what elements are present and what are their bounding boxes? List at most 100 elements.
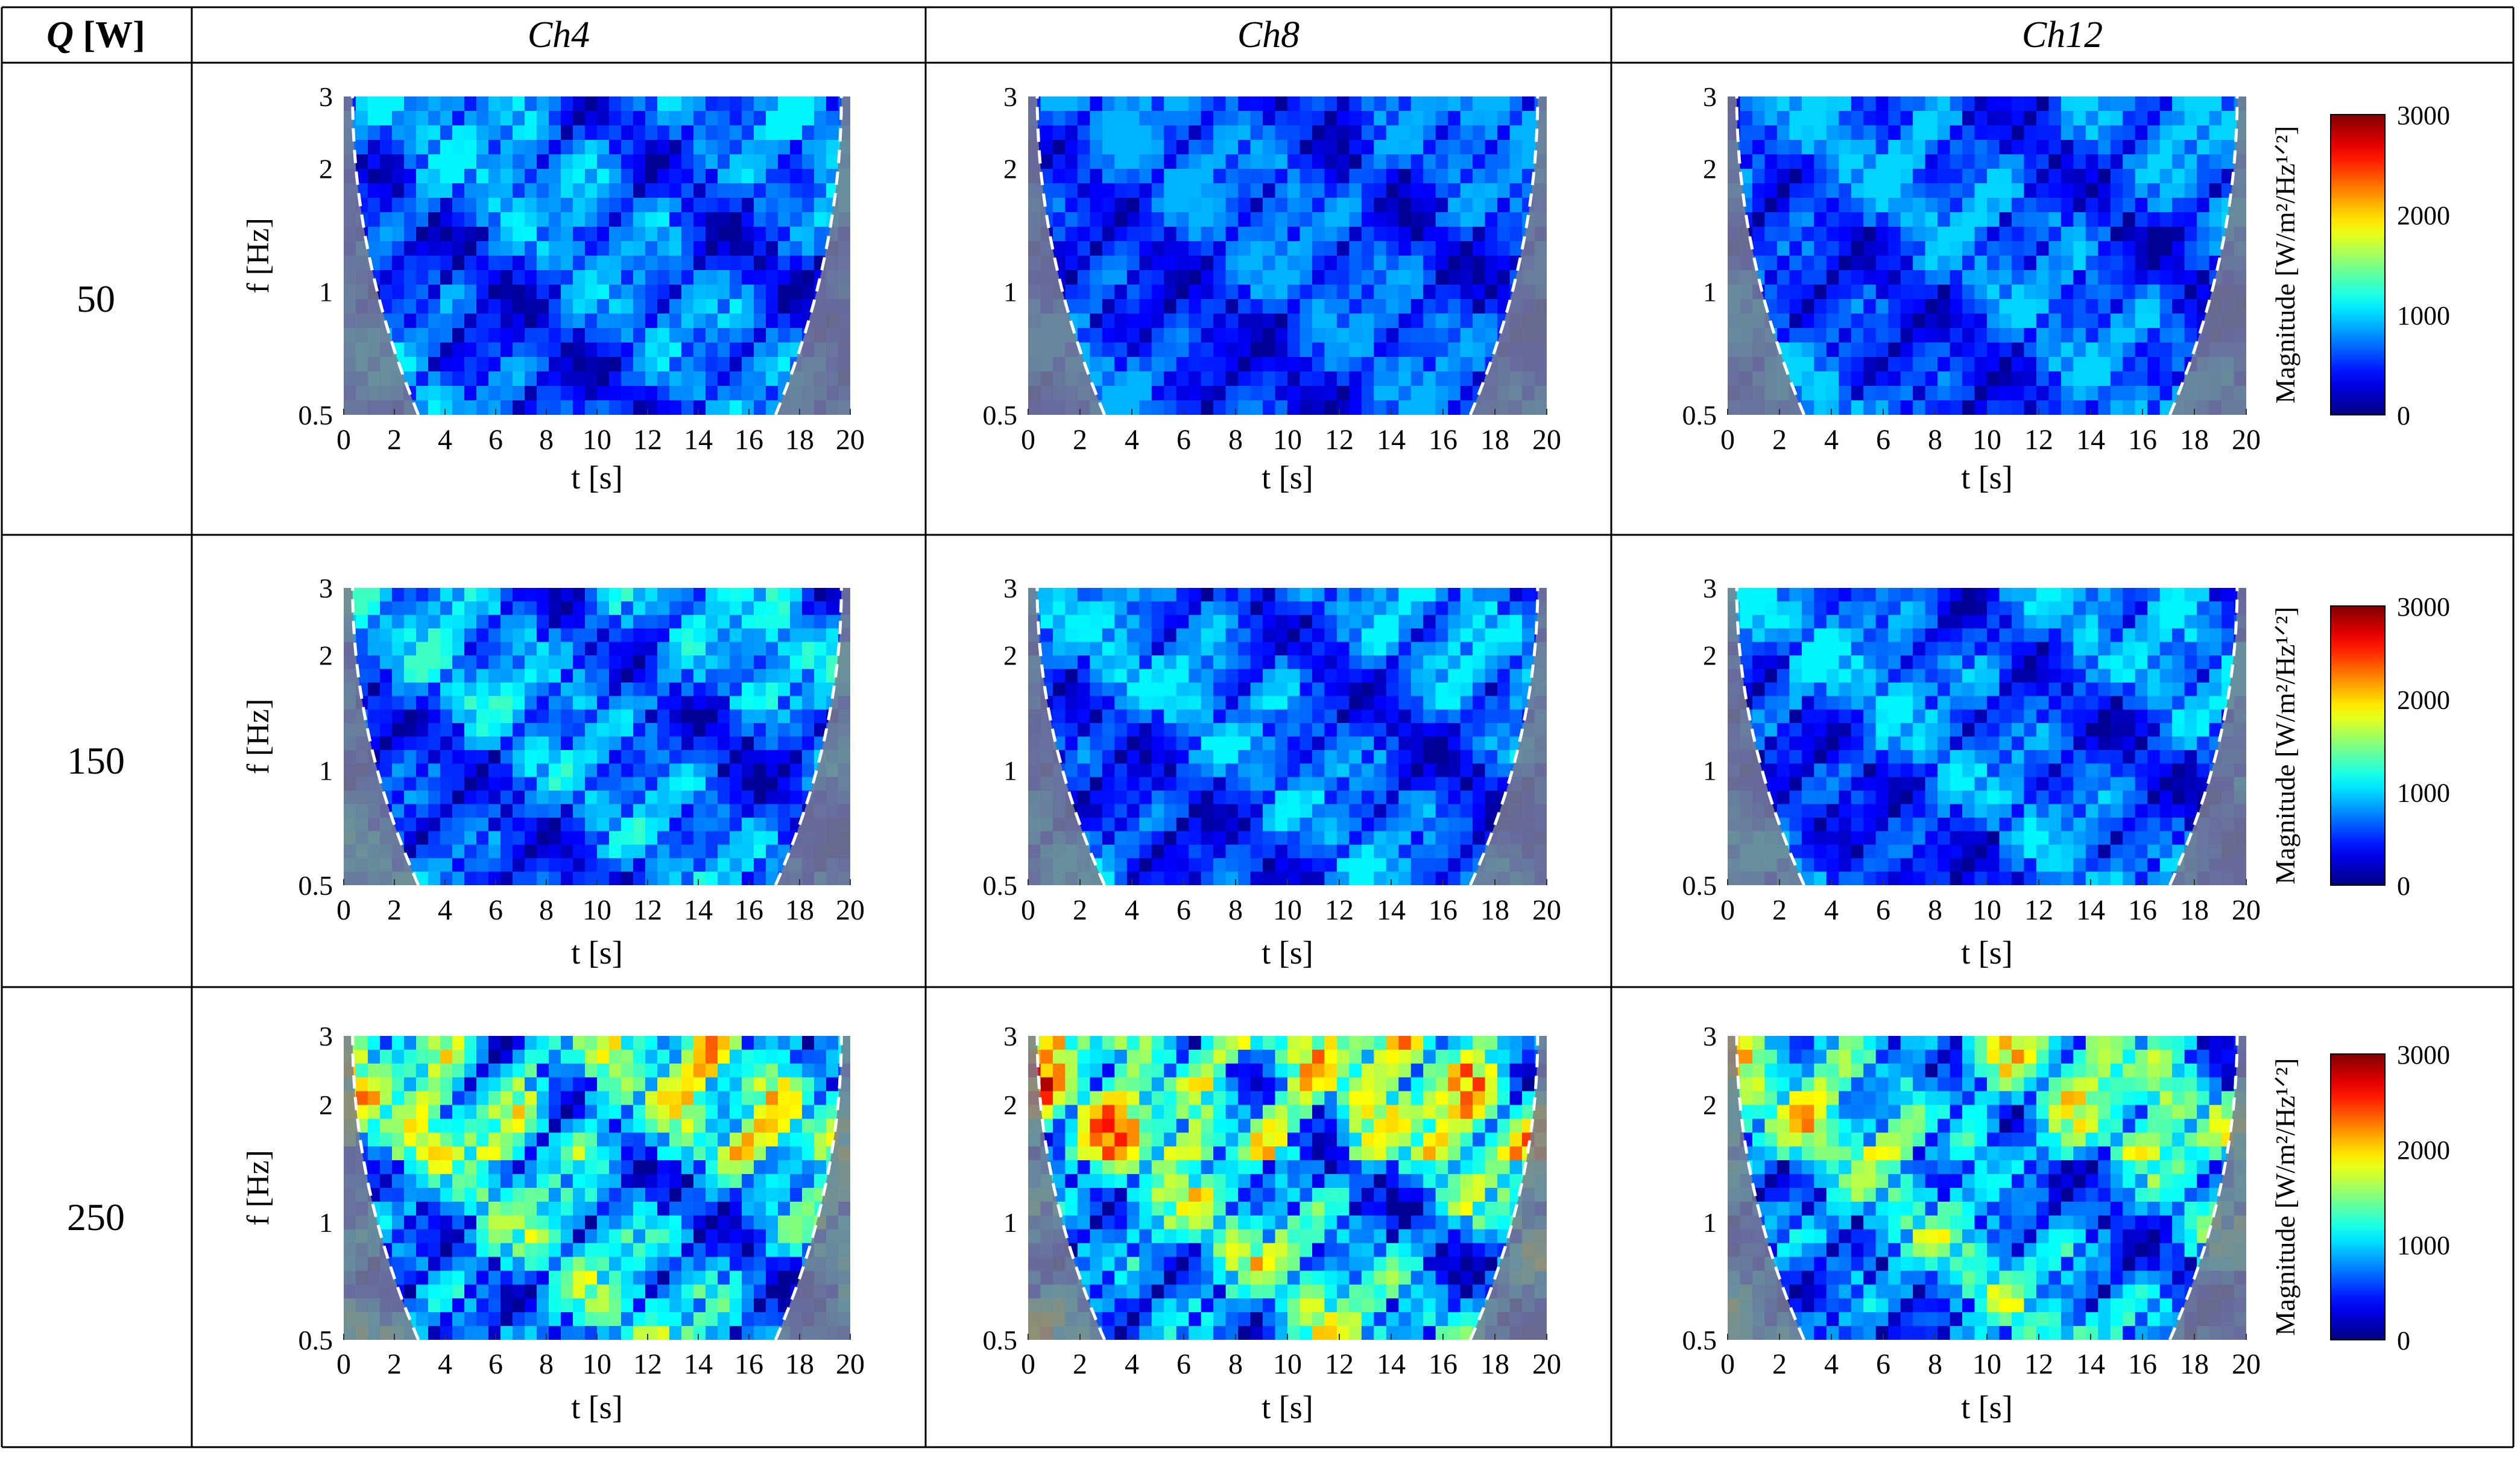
heatmap-cell: [1287, 777, 1301, 792]
heatmap-cell: [416, 125, 429, 140]
heatmap-cell: [1398, 858, 1412, 873]
heatmap-cell: [1801, 342, 1815, 358]
heatmap-cell: [501, 400, 513, 415]
heatmap-cell: [669, 371, 682, 387]
heatmap-cell: [1090, 669, 1103, 683]
heatmap-cell: [645, 154, 658, 169]
heatmap-cell: [452, 256, 465, 271]
heatmap-cell: [1789, 111, 1802, 126]
heatmap-cell: [380, 642, 393, 656]
heatmap-cell: [476, 750, 489, 765]
heatmap-cell: [501, 314, 513, 329]
heatmap-cell: [1250, 96, 1264, 112]
heatmap-cell: [549, 314, 561, 329]
heatmap-cell: [2172, 140, 2185, 155]
heatmap-cell: [2024, 299, 2037, 314]
heatmap-cell: [766, 328, 778, 343]
heatmap-cell: [561, 183, 573, 198]
heatmap-cell: [2073, 285, 2086, 300]
heatmap-cell: [1164, 285, 1177, 300]
heatmap-cell: [1077, 669, 1091, 683]
heatmap-cell: [1151, 844, 1165, 859]
heatmap-cell: [693, 628, 706, 643]
heatmap-cell: [1065, 125, 1078, 140]
heatmap-cell: [1189, 614, 1202, 630]
heatmap-cell: [1126, 227, 1140, 242]
heatmap-cell: [1151, 601, 1165, 616]
heatmap-cell: [1448, 386, 1461, 401]
heatmap-cell: [573, 270, 586, 285]
heatmap-cell: [1764, 614, 1778, 630]
heatmap-cell: [1776, 588, 1790, 602]
heatmap-cell: [1324, 270, 1337, 285]
heatmap-cell: [476, 270, 489, 285]
heatmap-cell: [1925, 371, 1939, 387]
heatmap-cell: [1448, 212, 1461, 227]
heatmap-cell: [1176, 96, 1190, 112]
heatmap-cell: [766, 125, 778, 140]
heatmap-cell: [1875, 111, 1889, 126]
heatmap-cell: [1888, 371, 1901, 387]
heatmap-cell: [1386, 299, 1400, 314]
heatmap-cell: [1361, 169, 1375, 184]
heatmap-cell: [1164, 357, 1177, 372]
heatmap-cell: [1937, 386, 1951, 401]
heatmap-cell: [2147, 125, 2161, 140]
heatmap-cell: [488, 154, 501, 169]
heatmap-cell: [1374, 299, 1387, 314]
heatmap-cell: [1053, 682, 1066, 697]
heatmap-cell: [621, 111, 634, 126]
heatmap-cell: [742, 871, 754, 885]
heatmap-cell: [1114, 125, 1128, 140]
heatmap-cell: [1937, 198, 1951, 213]
heatmap-cell: [2147, 386, 2161, 401]
heatmap-cell: [1962, 614, 1975, 630]
colorbar-label: Magnitude [W/m²/Hz¹ᐟ²]: [2270, 126, 2301, 404]
heatmap-cell: [452, 227, 465, 242]
table-grid-lines: [1, 6, 2515, 1448]
heatmap-cell: [1164, 791, 1177, 805]
heatmap-cell: [476, 125, 489, 140]
heatmap-cell: [380, 601, 393, 616]
heatmap-cell: [2123, 285, 2136, 300]
heatmap-cell: [1863, 299, 1877, 314]
heatmap-cell: [742, 763, 754, 778]
heatmap-cell: [1752, 628, 1766, 643]
heatmap-cell: [609, 111, 622, 126]
heatmap-cell: [645, 628, 658, 643]
heatmap-cell: [513, 270, 525, 285]
heatmap-cell: [476, 614, 489, 630]
heatmap-cell: [633, 386, 646, 401]
heatmap-cell: [1250, 371, 1264, 387]
heatmap-cell: [1336, 642, 1350, 656]
heatmap-cell: [1826, 642, 1840, 656]
heatmap-cell: [1740, 96, 1753, 112]
heatmap-cell: [1423, 844, 1436, 859]
heatmap-cell: [1497, 96, 1511, 112]
heatmap-cell: [754, 871, 766, 885]
heatmap-cell: [2085, 299, 2099, 314]
heatmap-cell: [1522, 96, 1535, 112]
heatmap-cell: [476, 871, 489, 885]
heatmap-cell: [1361, 844, 1375, 859]
heatmap-cell: [2085, 342, 2099, 358]
heatmap-cell: [706, 140, 718, 155]
heatmap-cell: [416, 342, 429, 358]
heatmap-cell: [2048, 111, 2062, 126]
heatmap-cell: [501, 169, 513, 184]
heatmap-cell: [1410, 183, 1424, 198]
heatmap-cell: [2159, 169, 2173, 184]
heatmap-cell: [1361, 386, 1375, 401]
heatmap-cell: [476, 241, 489, 256]
heatmap-cell: [440, 818, 453, 832]
heatmap-cell: [1448, 328, 1461, 343]
x-tick-label: 4: [1824, 424, 1839, 456]
heatmap-cell: [1485, 655, 1498, 670]
heatmap-cell: [392, 628, 405, 643]
heatmap-cell: [1299, 400, 1313, 415]
heatmap-cell: [1139, 844, 1152, 859]
heatmap-cell: [1913, 154, 1926, 169]
heatmap-cell: [754, 256, 766, 271]
heatmap-cell: [1888, 386, 1901, 401]
